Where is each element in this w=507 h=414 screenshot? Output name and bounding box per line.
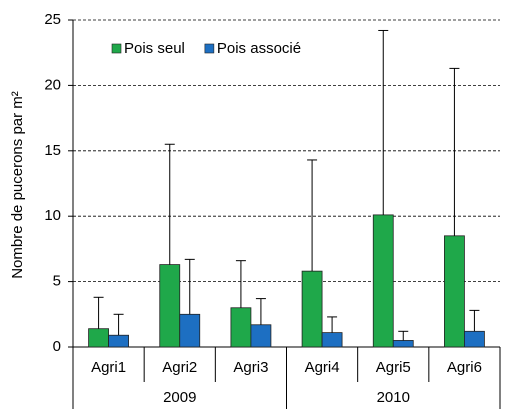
bar	[321, 332, 343, 348]
y-tick-label: 5	[53, 273, 61, 290]
x-tick-label: Agri3	[233, 359, 268, 376]
y-tick-label: 0	[53, 338, 61, 355]
y-tick-label: 20	[44, 76, 61, 93]
x-tick-label: Agri5	[376, 359, 411, 376]
bar	[159, 264, 181, 348]
bar	[250, 324, 272, 348]
bar	[230, 307, 252, 348]
x-tick-label: Agri6	[447, 359, 482, 376]
bar	[464, 330, 485, 348]
bar	[108, 334, 129, 348]
bar	[372, 214, 394, 348]
group-label: 2010	[377, 389, 410, 406]
legend-swatch	[204, 43, 215, 54]
x-tick-label: Agri2	[162, 359, 197, 376]
y-axis-label: Nombre de pucerons par m²	[9, 91, 26, 279]
x-tick-label: Agri4	[305, 359, 340, 376]
legend-label: Pois associé	[217, 40, 301, 57]
bar	[444, 235, 465, 348]
bar	[88, 328, 109, 348]
bar	[179, 313, 201, 348]
bar	[301, 270, 323, 348]
y-tick-label: 10	[44, 207, 61, 224]
legend-label: Pois seul	[124, 40, 185, 57]
legend-swatch	[111, 43, 122, 54]
y-tick-label: 15	[44, 142, 61, 159]
bar	[392, 340, 414, 348]
y-tick-label: 25	[44, 11, 61, 28]
group-label: 2009	[163, 389, 196, 406]
x-tick-label: Agri1	[91, 359, 126, 376]
